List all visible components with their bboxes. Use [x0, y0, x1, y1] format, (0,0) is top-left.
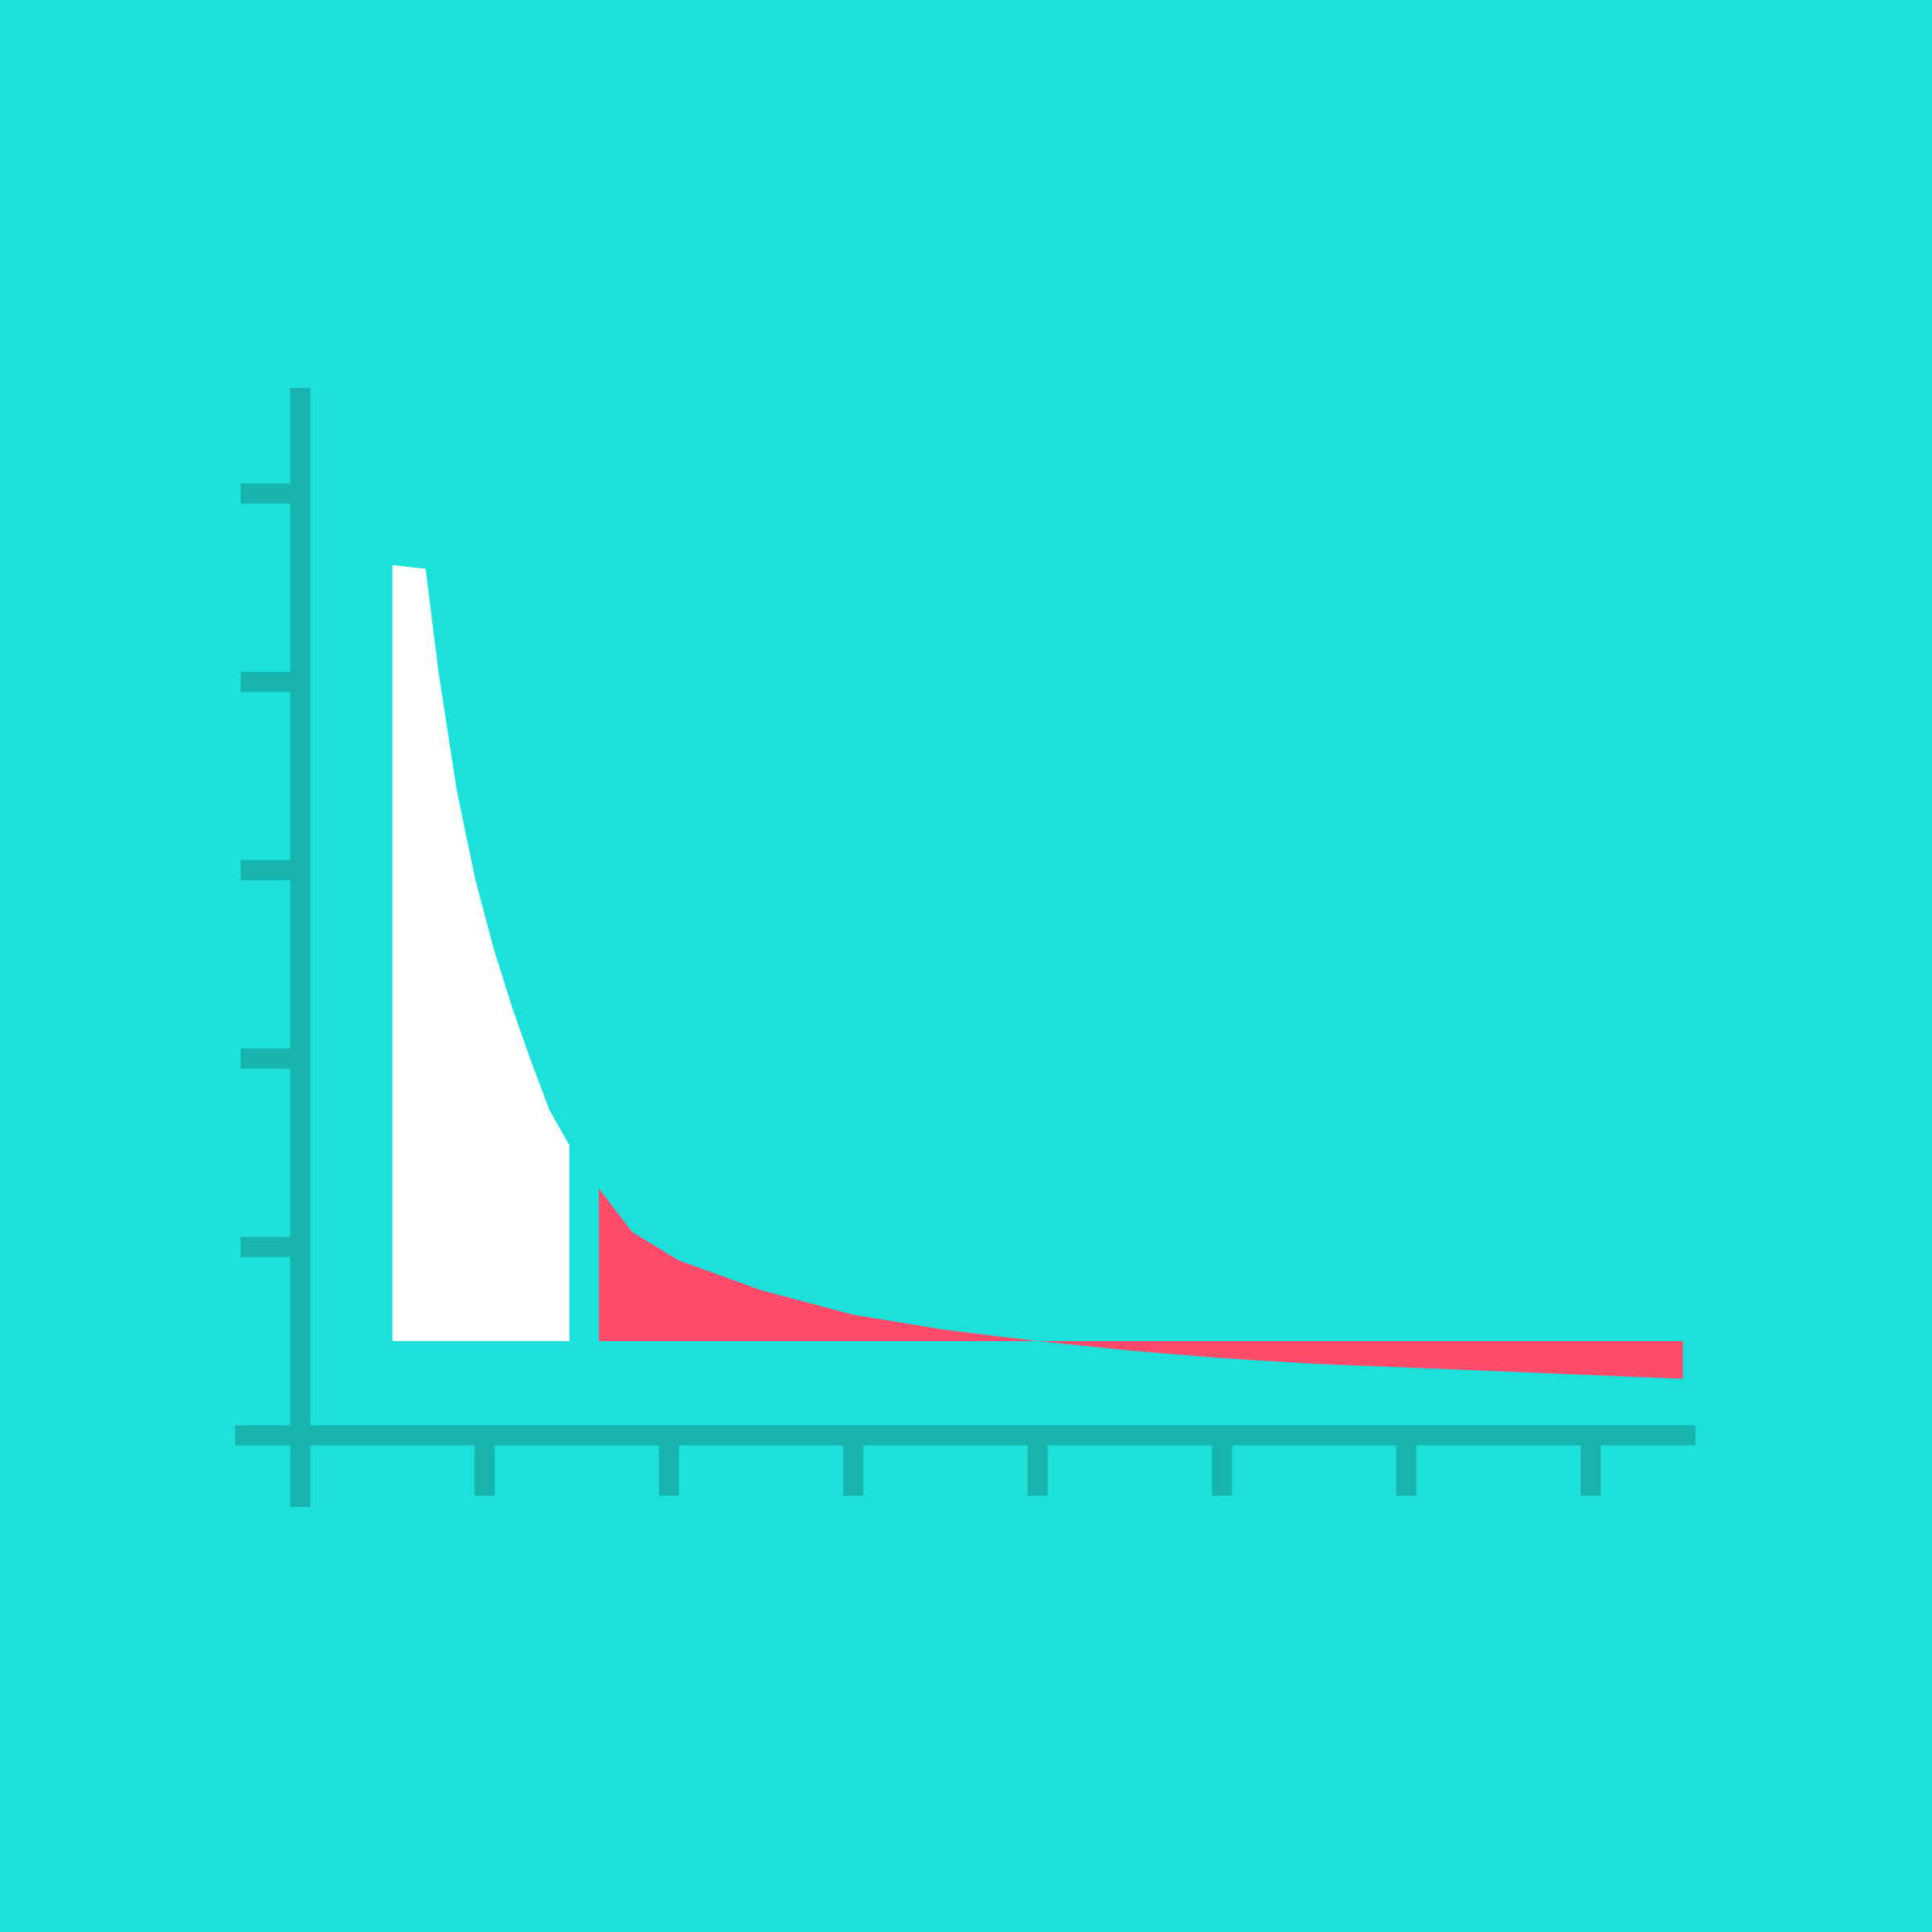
x-tick-3 [843, 1435, 864, 1496]
area-series-2 [599, 1188, 1683, 1379]
y-axis-line [290, 388, 311, 1507]
x-tick-1 [474, 1435, 495, 1496]
x-axis-line [235, 1425, 1695, 1446]
y-tick-2 [241, 1048, 300, 1069]
y-tick-4 [241, 671, 300, 692]
x-tick-6 [1396, 1435, 1417, 1496]
area-series-1 [392, 564, 570, 1341]
x-tick-4 [1027, 1435, 1048, 1496]
x-tick-7 [1580, 1435, 1601, 1496]
x-tick-5 [1212, 1435, 1232, 1496]
y-tick-5 [241, 483, 300, 504]
y-tick-1 [241, 1236, 300, 1257]
chart-axes [235, 388, 1695, 1507]
chart-areas [392, 564, 1683, 1379]
x-tick-2 [658, 1435, 679, 1496]
y-tick-3 [241, 860, 300, 881]
